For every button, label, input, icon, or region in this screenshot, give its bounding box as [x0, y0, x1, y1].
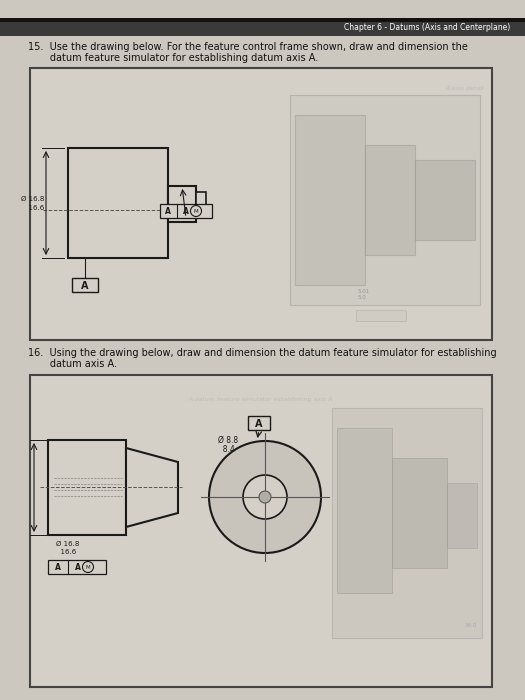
Bar: [356, 310, 406, 321]
Text: 16.6: 16.6: [24, 205, 44, 211]
Text: A: A: [55, 564, 61, 573]
Bar: [196, 192, 206, 216]
Text: A: A: [81, 281, 89, 291]
Bar: [72, 278, 98, 292]
Text: Ø 8.8: Ø 8.8: [218, 436, 238, 445]
Text: A: A: [165, 207, 171, 216]
Bar: [30, 375, 492, 687]
Text: A: A: [255, 419, 262, 429]
Text: Ø 16.8: Ø 16.8: [56, 541, 79, 547]
Bar: [168, 186, 196, 222]
Text: A datum feature simulator establishing axis A: A datum feature simulator establishing a…: [189, 397, 333, 402]
Text: Ø 6.4: Ø 6.4: [165, 185, 185, 194]
Bar: [0, 18, 525, 22]
Text: 16.6: 16.6: [56, 549, 76, 555]
Bar: [447, 483, 477, 548]
Text: 15.  Use the drawing below. For the feature control frame shown, draw and dimens: 15. Use the drawing below. For the featu…: [28, 42, 468, 52]
Text: datum axis A.: datum axis A.: [28, 359, 117, 369]
Bar: [392, 458, 447, 568]
Bar: [295, 115, 365, 285]
Polygon shape: [126, 448, 178, 527]
Text: M: M: [194, 209, 198, 214]
Bar: [30, 68, 492, 340]
Bar: [68, 148, 168, 258]
Text: Chapter 6 - Datums (Axis and Centerplane): Chapter 6 - Datums (Axis and Centerplane…: [344, 24, 510, 32]
Text: A axis detail: A axis detail: [445, 86, 484, 91]
Text: 16.  Using the drawing below, draw and dimension the datum feature simulator for: 16. Using the drawing below, draw and di…: [28, 348, 497, 358]
Text: Ø 16.8: Ø 16.8: [20, 196, 44, 202]
Bar: [290, 95, 480, 305]
Text: 6.0: 6.0: [165, 193, 182, 202]
Bar: [48, 560, 106, 574]
Text: 34.0: 34.0: [465, 623, 477, 628]
Circle shape: [259, 491, 271, 503]
Circle shape: [209, 441, 321, 553]
Bar: [160, 204, 212, 218]
Bar: [337, 428, 392, 593]
Bar: [332, 408, 482, 638]
Bar: [365, 145, 415, 255]
Bar: [48, 440, 126, 535]
Text: 8.4: 8.4: [218, 445, 235, 454]
Circle shape: [243, 475, 287, 519]
Text: A: A: [183, 207, 189, 216]
Bar: [415, 160, 475, 240]
Bar: [0, 20, 525, 36]
Text: 5.01
5.0: 5.01 5.0: [358, 289, 370, 300]
Text: datum feature simulator for establishing datum axis A.: datum feature simulator for establishing…: [28, 53, 318, 63]
Text: M: M: [86, 565, 90, 570]
Text: A: A: [75, 564, 81, 573]
Bar: [248, 416, 270, 430]
